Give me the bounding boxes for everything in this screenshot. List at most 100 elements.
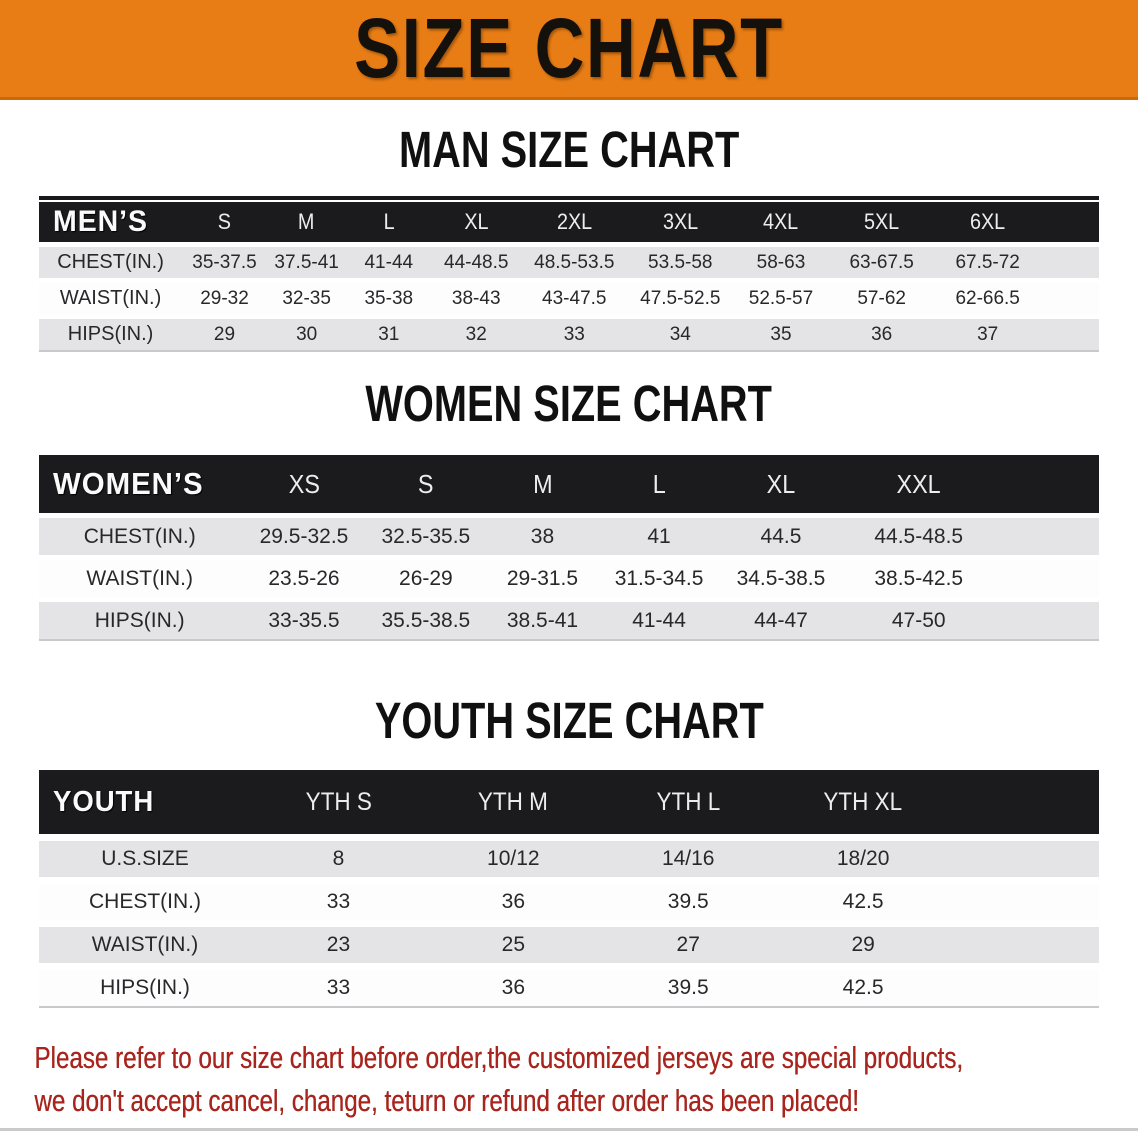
column-header: 2XL bbox=[556, 209, 592, 234]
women-size-section: WOMEN SIZE CHART WOMEN’S XS S M L XL XXL CHEST(… bbox=[0, 376, 1138, 641]
corner-label: MEN’S bbox=[53, 205, 149, 238]
table-cell: 42.5 bbox=[842, 976, 884, 999]
row-label: HIPS(IN.) bbox=[100, 976, 190, 999]
youth-size-table: YOUTH YTH S YTH M YTH L YTH XL U.S.SIZE 8 10/12… bbox=[39, 770, 1099, 1008]
column-header: L bbox=[383, 209, 395, 234]
column-header: S bbox=[418, 468, 434, 499]
row-label: U.S.SIZE bbox=[101, 847, 189, 870]
column-header: YTH M bbox=[478, 787, 549, 816]
row-label: WAIST(IN.) bbox=[91, 933, 199, 956]
table-cell: 37.5-41 bbox=[274, 251, 339, 273]
corner-label: WOMEN’S bbox=[53, 466, 204, 501]
table-cell: 44.5 bbox=[760, 524, 802, 548]
table-cell: 58-63 bbox=[756, 251, 806, 273]
column-header: 4XL bbox=[763, 209, 799, 234]
table-cell: 39.5 bbox=[667, 890, 709, 913]
column-header: YTH L bbox=[656, 787, 721, 816]
column-header: S bbox=[217, 209, 232, 234]
table-cell: 36 bbox=[871, 323, 893, 345]
table-row: U.S.SIZE 8 10/12 14/16 18/20 bbox=[39, 841, 1099, 877]
table-row: HIPS(IN.) 33-35.5 35.5-38.5 38.5-41 41-44 44-… bbox=[39, 602, 1099, 639]
row-label: CHEST(IN.) bbox=[89, 890, 201, 913]
womens-size-table: WOMEN’S XS S M L XL XXL CHEST(IN.) 29.5-32.5 32.5… bbox=[39, 455, 1099, 641]
table-cell: 32 bbox=[465, 323, 487, 345]
table-cell: 48.5-53.5 bbox=[534, 251, 615, 273]
column-header: XL bbox=[766, 468, 796, 499]
order-policy-line-2: we don't accept cancel, change, teturn o… bbox=[34, 1083, 859, 1118]
table-cell: 14/16 bbox=[661, 847, 715, 870]
column-header: 3XL bbox=[662, 209, 698, 234]
row-label: HIPS(IN.) bbox=[94, 608, 185, 632]
women-size-chart-heading: WOMEN SIZE CHART bbox=[365, 375, 773, 432]
table-cell: 38 bbox=[530, 524, 555, 548]
table-cell: 29 bbox=[213, 323, 236, 345]
table-cell: 35 bbox=[770, 323, 792, 345]
table-cell: 42.5 bbox=[842, 890, 884, 913]
table-cell: 32-35 bbox=[282, 287, 331, 309]
table-header-row: WOMEN’S XS S M L XL XXL bbox=[39, 455, 1099, 513]
table-cell: 29 bbox=[851, 933, 875, 956]
table-row: CHEST(IN.) 29.5-32.5 32.5-35.5 38 41 44.5 44.5… bbox=[39, 518, 1099, 555]
table-cell: 44.5-48.5 bbox=[874, 524, 964, 548]
size-chart-title: SIZE CHART bbox=[354, 1, 784, 95]
table-cell: 29-31.5 bbox=[506, 566, 579, 590]
row-label: HIPS(IN.) bbox=[67, 323, 154, 345]
table-cell: 47.5-52.5 bbox=[640, 287, 721, 309]
table-cell: 34.5-38.5 bbox=[736, 566, 826, 590]
bottom-divider bbox=[0, 1128, 1138, 1131]
table-cell: 38-43 bbox=[451, 287, 501, 309]
column-header: M bbox=[532, 468, 553, 499]
table-row: HIPS(IN.) 33 36 39.5 42.5 bbox=[39, 970, 1099, 1006]
table-cell: 33 bbox=[563, 323, 585, 345]
youth-size-section: YOUTH SIZE CHART YOUTH YTH S YTH M YTH L YTH… bbox=[0, 693, 1138, 1008]
table-cell: 57-62 bbox=[857, 287, 906, 309]
column-header: M bbox=[298, 209, 315, 234]
table-cell: 41 bbox=[647, 524, 671, 548]
table-row: WAIST(IN.) 23 25 27 29 bbox=[39, 927, 1099, 963]
order-policy-note: Please refer to our size chart before or… bbox=[0, 1036, 964, 1122]
mens-size-table: MEN’S S M L XL 2XL 3XL 4XL 5XL 6XL CHEST(IN.) 35-37… bbox=[39, 196, 1099, 352]
table-cell: 33 bbox=[326, 976, 351, 999]
row-label: CHEST(IN.) bbox=[57, 251, 164, 273]
table-cell: 37 bbox=[977, 323, 999, 345]
table-cell: 29-32 bbox=[200, 287, 249, 309]
row-label: CHEST(IN.) bbox=[83, 524, 196, 548]
row-label: WAIST(IN.) bbox=[59, 287, 162, 309]
table-cell: 62-66.5 bbox=[955, 287, 1020, 309]
column-header: XL bbox=[464, 209, 489, 234]
table-cell: 36 bbox=[501, 890, 526, 913]
table-cell: 63-67.5 bbox=[849, 251, 914, 273]
column-header: YTH S bbox=[305, 787, 372, 816]
table-cell: 41-44 bbox=[364, 251, 414, 273]
table-cell: 44-48.5 bbox=[444, 251, 509, 273]
corner-label: YOUTH bbox=[53, 785, 155, 818]
table-cell: 35-38 bbox=[364, 287, 414, 309]
column-header: 6XL bbox=[970, 209, 1006, 234]
table-row: CHEST(IN.) 35-37.5 37.5-41 41-44 44-48.5 48.5… bbox=[39, 247, 1099, 278]
table-cell: 10/12 bbox=[487, 847, 540, 870]
table-cell: 36 bbox=[501, 976, 526, 999]
table-cell: 27 bbox=[676, 933, 700, 956]
table-header-row: MEN’S S M L XL 2XL 3XL 4XL 5XL 6XL bbox=[39, 202, 1099, 242]
table-cell: 18/20 bbox=[836, 847, 890, 870]
table-cell: 41-44 bbox=[632, 608, 686, 632]
table-cell: 33-35.5 bbox=[268, 608, 340, 632]
table-cell: 8 bbox=[332, 847, 345, 870]
table-cell: 39.5 bbox=[667, 976, 709, 999]
table-row: HIPS(IN.) 29 30 31 32 33 34 35 36 37 bbox=[39, 319, 1099, 350]
table-row: WAIST(IN.) 29-32 32-35 35-38 38-43 43-47.5 47.… bbox=[39, 283, 1099, 314]
youth-size-chart-heading: YOUTH SIZE CHART bbox=[374, 692, 764, 749]
table-cell: 26-29 bbox=[399, 566, 453, 590]
table-cell: 53.5-58 bbox=[648, 251, 713, 273]
table-cell: 52.5-57 bbox=[748, 287, 814, 309]
table-cell: 23 bbox=[326, 933, 351, 956]
table-cell: 34 bbox=[669, 323, 691, 345]
table-cell: 38.5-42.5 bbox=[874, 566, 964, 590]
table-cell: 30 bbox=[296, 323, 318, 345]
table-cell: 33 bbox=[326, 890, 351, 913]
table-cell: 43-47.5 bbox=[542, 287, 607, 309]
column-header: 5XL bbox=[864, 209, 900, 234]
man-size-chart-heading: MAN SIZE CHART bbox=[398, 121, 740, 178]
order-policy-line-1: Please refer to our size chart before or… bbox=[34, 1040, 964, 1075]
